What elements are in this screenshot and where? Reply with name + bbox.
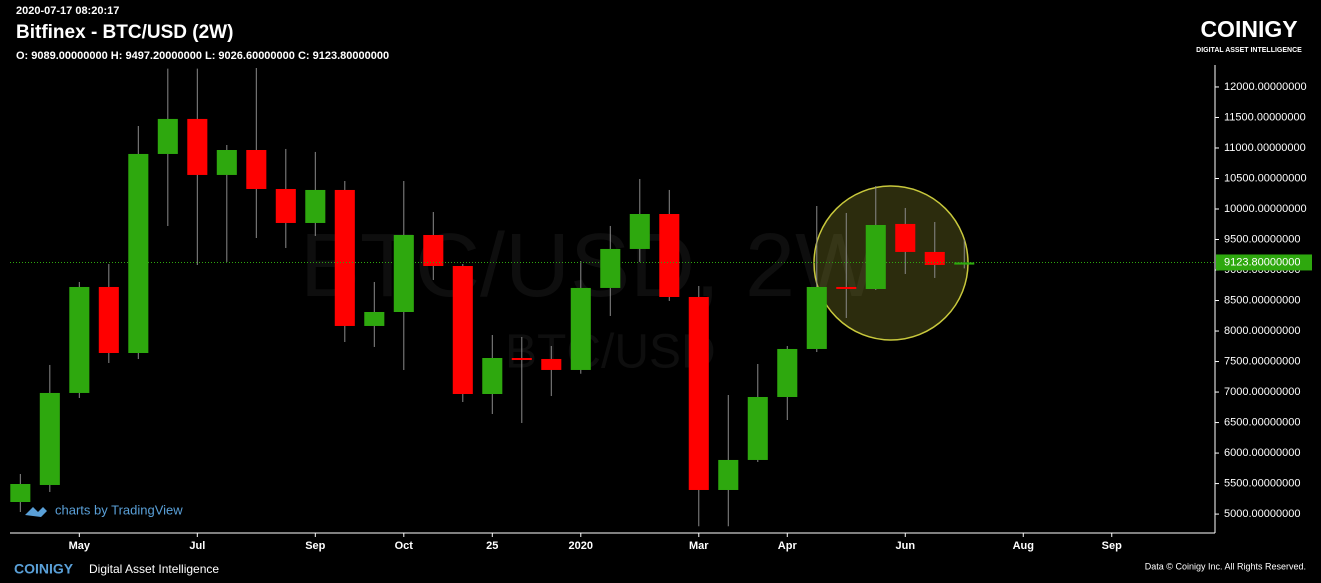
candle-body: [128, 153, 149, 353]
brand-tagline: DIGITAL ASSET INTELLIGENCE: [1196, 47, 1302, 54]
y-tick-label: 8500.00000000: [1224, 294, 1300, 306]
y-tick-label: 11500.00000000: [1224, 111, 1306, 123]
candle-body: [452, 265, 473, 395]
candle-body: [836, 286, 857, 289]
x-tick-label: Apr: [778, 540, 798, 552]
x-tick-label: Jul: [189, 540, 205, 552]
x-tick-label: Sep: [305, 540, 325, 552]
x-tick-label: Mar: [689, 540, 709, 552]
candle-body: [747, 396, 768, 460]
candle-body: [69, 286, 90, 393]
candle-body: [806, 286, 827, 349]
timestamp: 2020-07-17 08:20:17: [16, 5, 119, 17]
tradingview-logo: [25, 507, 47, 517]
candle-body: [570, 287, 591, 370]
candle-body: [393, 234, 414, 312]
ohlc-readout: O: 9089.00000000 H: 9497.20000000 L: 902…: [16, 50, 389, 62]
candle-body: [334, 189, 355, 326]
x-tick-label: Aug: [1013, 540, 1034, 552]
chart-title: Bitfinex - BTC/USD (2W): [16, 22, 233, 43]
y-tick-label: 10500.00000000: [1224, 172, 1307, 184]
candle-body: [305, 189, 326, 223]
candle-body: [39, 392, 60, 485]
candle-body: [511, 358, 532, 361]
candle-body: [895, 223, 916, 252]
candle-body: [98, 286, 119, 353]
candle-body: [187, 118, 208, 175]
footer-tagline: Digital Asset Intelligence: [89, 562, 219, 576]
x-tick-label: Sep: [1102, 540, 1122, 552]
x-tick-label: May: [69, 540, 91, 552]
candle-body: [629, 214, 650, 249]
tradingview-credit[interactable]: charts by TradingView: [55, 502, 183, 517]
watermark-sub: BTC/USD: [505, 326, 716, 379]
candle-body: [216, 149, 237, 175]
candle-body: [954, 262, 975, 265]
x-tick-label: 25: [486, 540, 498, 552]
x-tick-label: Jun: [895, 540, 915, 552]
candle-body: [865, 224, 886, 289]
candle-body: [659, 214, 680, 297]
candle-body: [246, 149, 267, 189]
price-label-box: [1216, 254, 1312, 271]
candle-body: [777, 348, 798, 397]
y-tick-label: 11000.00000000: [1224, 142, 1306, 154]
y-tick-label: 9500.00000000: [1224, 233, 1300, 245]
footer-brand: COINIGY: [14, 561, 74, 577]
x-tick-label: Oct: [395, 540, 414, 552]
y-tick-label: 6000.00000000: [1224, 447, 1300, 459]
y-tick-label: 8000.00000000: [1224, 325, 1300, 337]
candle-body: [600, 248, 621, 288]
candle-body: [10, 484, 31, 503]
candle-body: [688, 296, 709, 490]
candle-body: [423, 234, 444, 266]
y-tick-label: 5500.00000000: [1224, 477, 1300, 489]
y-tick-label: 10000.00000000: [1224, 203, 1307, 215]
candle-body: [364, 311, 385, 326]
y-tick-label: 6500.00000000: [1224, 416, 1300, 428]
x-tick-label: 2020: [569, 540, 593, 552]
highlight-circle: [813, 185, 969, 341]
candle-body: [924, 251, 945, 265]
candle-body: [275, 188, 296, 223]
y-tick-label: 7000.00000000: [1224, 386, 1300, 398]
footer-copyright: Data © Coinigy Inc. All Rights Reserved.: [1145, 561, 1306, 571]
y-tick-label: 7500.00000000: [1224, 355, 1300, 367]
brand: COINIGY: [1200, 16, 1297, 42]
y-tick-label: 5000.00000000: [1224, 508, 1300, 520]
price-label: 9123.80000000: [1224, 256, 1300, 268]
candle-body: [157, 118, 178, 154]
candle-body: [482, 358, 503, 395]
candle-body: [718, 459, 739, 490]
y-tick-label: 12000.00000000: [1224, 81, 1307, 93]
candle-body: [541, 358, 562, 370]
